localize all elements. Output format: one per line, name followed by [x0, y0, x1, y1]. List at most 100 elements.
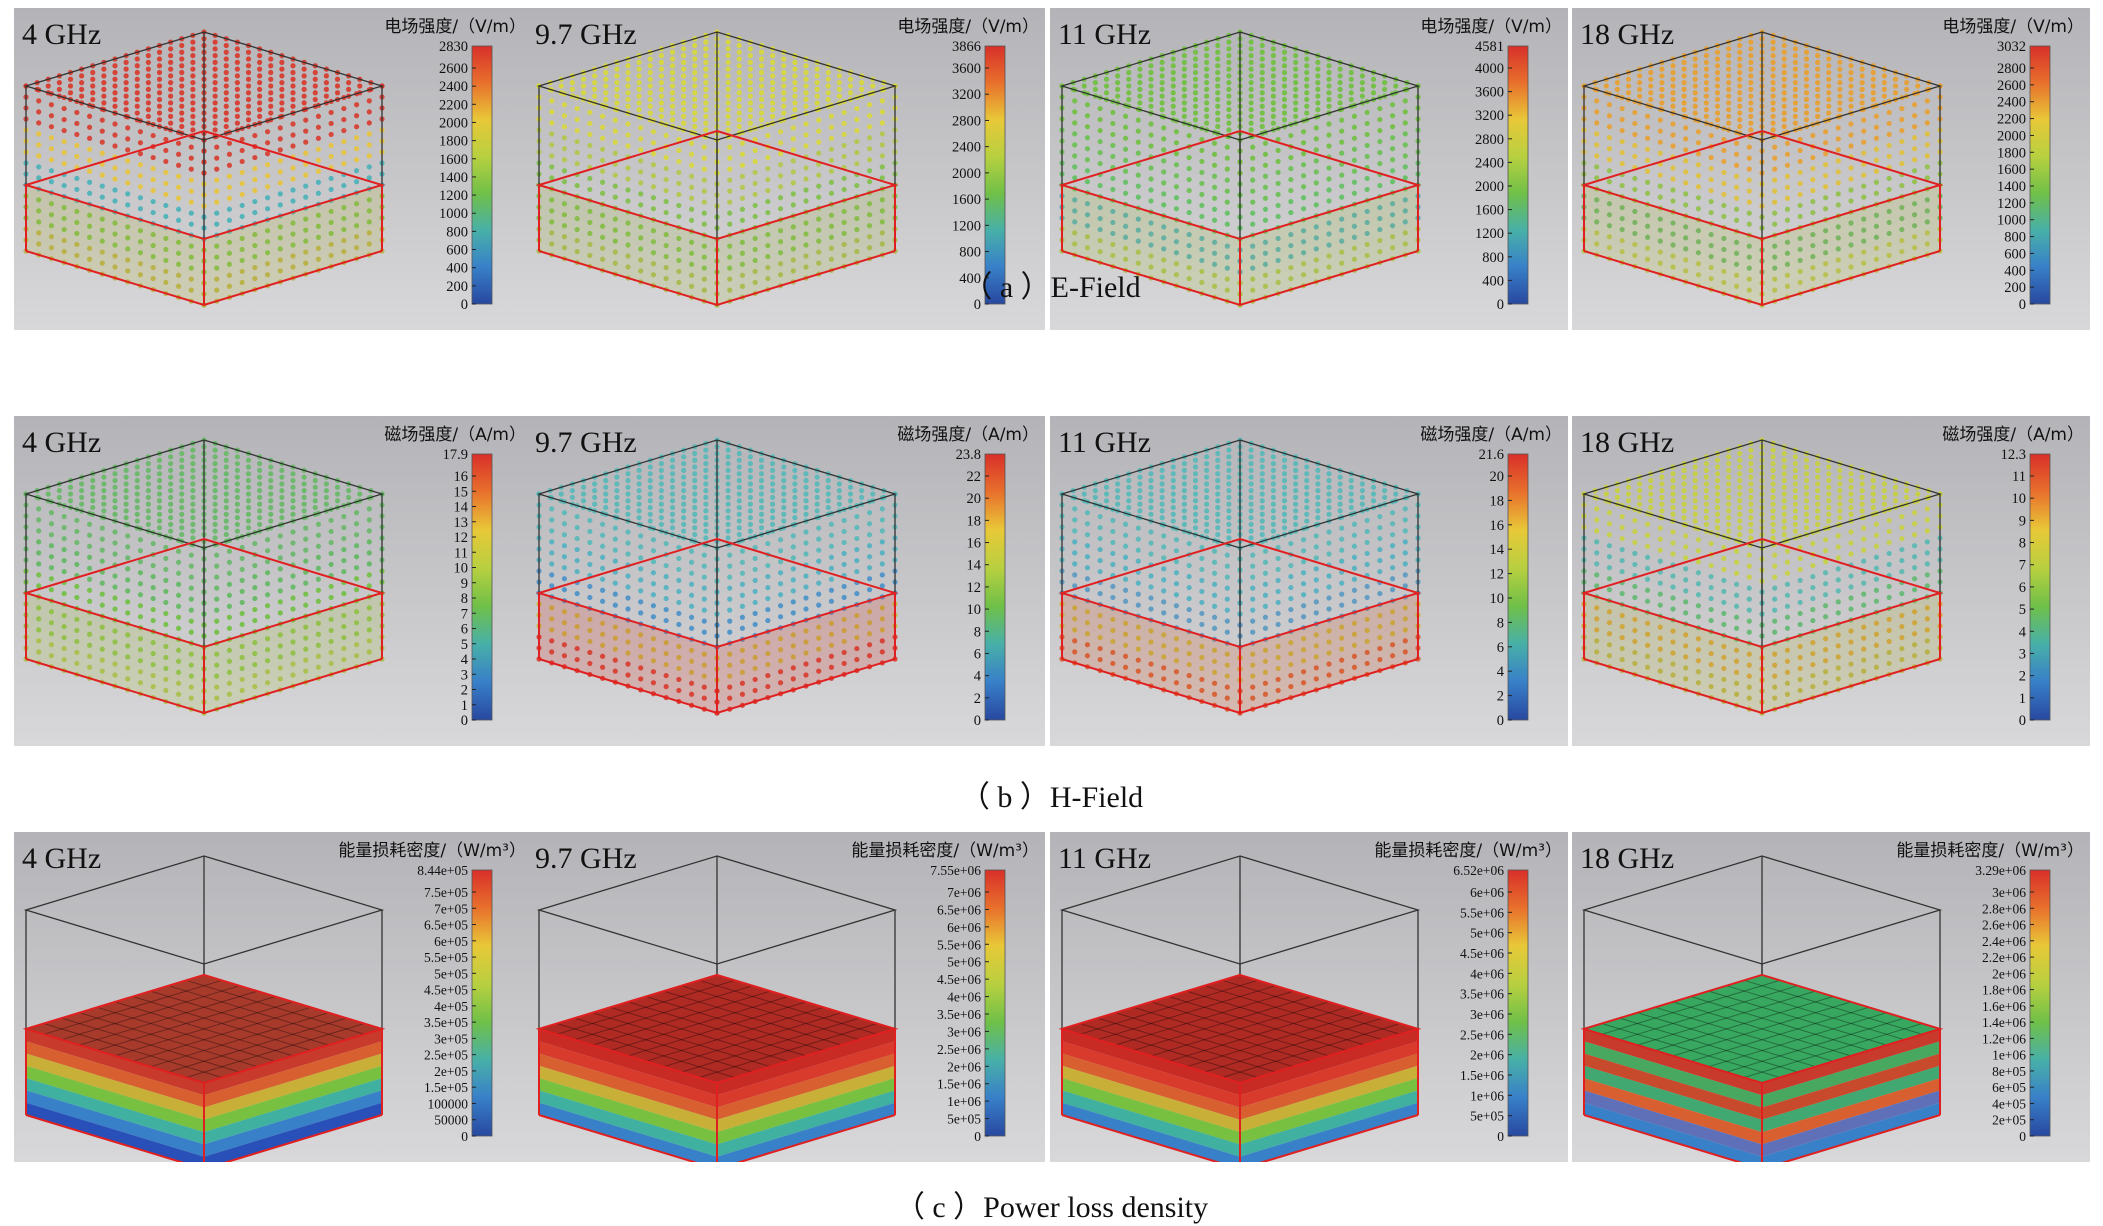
colorbar-tick-label: 10: [2012, 491, 2027, 507]
colorbar-tick-label: 50000: [434, 1113, 468, 1128]
colorbar-tick-label: 6.5e+05: [424, 918, 468, 933]
colorbar-tick-label: 800: [2004, 230, 2026, 246]
colorbar-unit-label: 磁场强度/（A/m）: [1420, 425, 1562, 445]
colorbar-tick-label: 5: [461, 637, 468, 653]
caption-h-field: （ b ）H-Field: [0, 772, 2103, 816]
colorbar-tick-label: 0: [1497, 713, 1504, 729]
colorbar-tick-label: 10: [967, 602, 982, 618]
colorbar-tick-label: 4e+06: [947, 990, 981, 1005]
colorbar-tick-label: 2400: [1475, 155, 1504, 171]
colorbar-tick-label: 3.5e+06: [1460, 987, 1504, 1002]
colorbar-tick-label: 22: [967, 469, 982, 485]
colorbar-tick-label: 2.5e+06: [937, 1042, 981, 1057]
colorbar-tick-label: 14: [1490, 542, 1505, 558]
colorbar-unit-label: 能量损耗密度/（W/m³）: [1896, 841, 2084, 861]
colorbar-max-label: 3032: [1997, 39, 2026, 55]
colorbar-unit-label: 能量损耗密度/（W/m³）: [851, 841, 1039, 861]
colorbar-tick-label: 2400: [439, 79, 468, 95]
colorbar-tick-label: 3200: [1475, 108, 1504, 124]
colorbar-tick-label: 20: [1490, 469, 1505, 485]
colorbar-unit-label: 电场强度/（V/m）: [1942, 17, 2084, 37]
colorbar-tick-label: 6e+06: [1470, 885, 1504, 900]
colorbar-tick-label: 12: [454, 530, 469, 546]
colorbar-tick-label: 1: [2019, 691, 2026, 707]
colorbar-tick-label: 5e+05: [1470, 1109, 1504, 1124]
colorbar-tick-label: 6.5e+06: [937, 902, 981, 917]
colorbar-tick-label: 0: [974, 1129, 981, 1144]
colorbar-tick-label: 12: [967, 580, 982, 596]
frequency-label: 9.7 GHz: [535, 426, 637, 459]
frequency-label: 4 GHz: [22, 842, 101, 875]
colorbar-tick-label: 2.4e+06: [1982, 934, 2026, 949]
colorbar-unit-label: 磁场强度/（A/m）: [1942, 425, 2084, 445]
colorbar-tick-label: 3: [2019, 646, 2026, 662]
colorbar-tick-label: 11: [2012, 469, 2026, 485]
colorbar-tick-label: 7: [2019, 558, 2026, 574]
colorbar-tick-label: 4e+06: [1470, 966, 1504, 981]
colorbar-unit-label: 电场强度/（V/m）: [897, 17, 1039, 37]
colorbar-tick-label: 16: [1490, 518, 1505, 534]
colorbar-tick-label: 6: [461, 622, 468, 638]
frequency-label: 18 GHz: [1580, 842, 1674, 875]
colorbar-tick-label: 18: [967, 513, 982, 529]
colorbar-tick-label: 4.5e+06: [937, 972, 981, 987]
colorbar-tick-label: 1e+06: [947, 1094, 981, 1109]
colorbar-tick-label: 6e+05: [1992, 1080, 2026, 1095]
colorbar-tick-label: 2: [1497, 689, 1504, 705]
colorbar-tick-label: 1200: [1997, 196, 2026, 212]
colorbar-tick-label: 6: [974, 646, 981, 662]
colorbar-tick-label: 2e+06: [1470, 1048, 1504, 1063]
colorbar-tick-label: 2.5e+05: [424, 1048, 468, 1063]
colorbar-tick-label: 20: [967, 491, 982, 507]
colorbar-tick-label: 1000: [1997, 213, 2026, 229]
colorbar-tick-label: 3e+06: [1992, 885, 2026, 900]
colorbar-tick-label: 1.5e+05: [424, 1080, 468, 1095]
colorbar-max-label: 12.3: [2001, 447, 2026, 463]
colorbar-tick-label: 7.5e+05: [424, 885, 468, 900]
colorbar-tick-label: 1.8e+06: [1982, 983, 2026, 998]
colorbar-tick-label: 5.5e+05: [424, 950, 468, 965]
colorbar: [1508, 870, 1528, 1136]
colorbar-tick-label: 5e+06: [947, 955, 981, 970]
colorbar-tick-label: 2: [974, 691, 981, 707]
colorbar-max-label: 6.52e+06: [1453, 863, 1504, 878]
colorbar-unit-label: 电场强度/（V/m）: [384, 17, 526, 37]
colorbar-tick-label: 9: [461, 576, 468, 592]
colorbar-tick-label: 5.5e+06: [937, 937, 981, 952]
colorbar-tick-label: 0: [1497, 1129, 1504, 1144]
colorbar-tick-label: 7e+05: [434, 901, 468, 916]
colorbar-tick-label: 1200: [1475, 226, 1504, 242]
colorbar-tick-label: 3.5e+05: [424, 1015, 468, 1030]
colorbar-tick-label: 4e+05: [434, 999, 468, 1014]
colorbar-tick-label: 1.2e+06: [1982, 1031, 2026, 1046]
colorbar-tick-label: 3: [461, 667, 468, 683]
colorbar-tick-label: 2.5e+06: [1460, 1027, 1504, 1042]
colorbar-tick-label: 800: [959, 245, 981, 261]
colorbar-tick-label: 4000: [1475, 61, 1504, 77]
colorbar-tick-label: 2000: [1997, 128, 2026, 144]
colorbar-tick-label: 18: [1490, 493, 1505, 509]
frequency-label: 11 GHz: [1058, 18, 1151, 51]
colorbar-max-label: 8.44e+05: [417, 863, 468, 878]
colorbar-tick-label: 4: [974, 669, 982, 685]
colorbar-tick-label: 2: [2019, 669, 2026, 685]
frequency-label: 4 GHz: [22, 18, 101, 51]
colorbar-tick-label: 0: [2019, 1129, 2026, 1144]
colorbar-tick-label: 2000: [1475, 179, 1504, 195]
colorbar-tick-label: 600: [446, 243, 468, 259]
colorbar-tick-label: 0: [461, 1129, 468, 1144]
colorbar-tick-label: 6e+06: [947, 920, 981, 935]
colorbar-tick-label: 14: [967, 558, 982, 574]
colorbar-tick-label: 5: [2019, 602, 2026, 618]
colorbar-tick-label: 9: [2019, 513, 2026, 529]
colorbar-tick-label: 100000: [428, 1096, 469, 1111]
colorbar-tick-label: 2400: [1997, 95, 2026, 111]
colorbar-tick-label: 0: [974, 713, 981, 729]
